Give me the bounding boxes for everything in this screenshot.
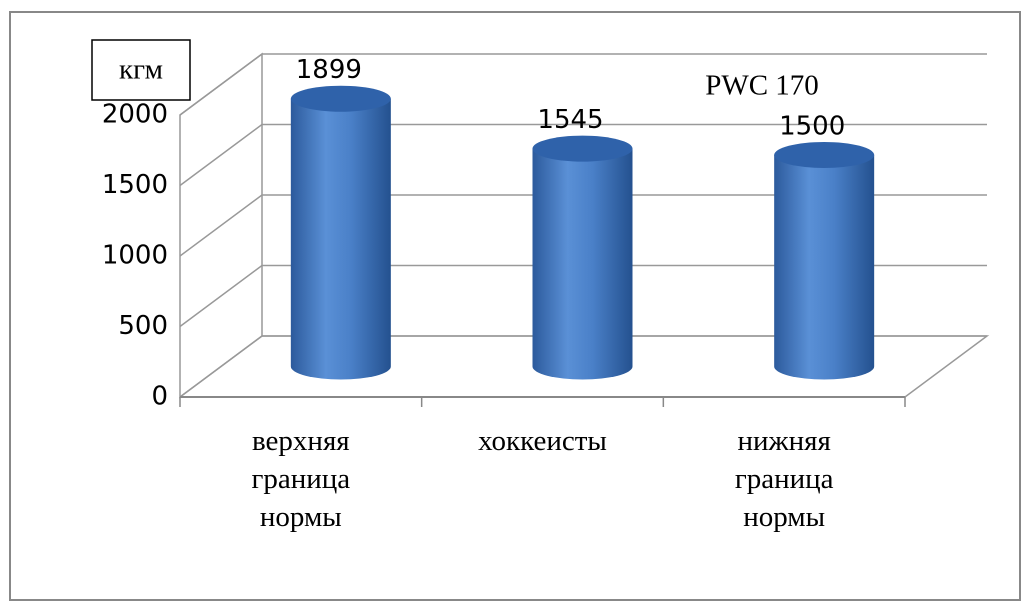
x-tick-label: нижняя граница нормы [735, 425, 834, 533]
unit-box [91, 39, 191, 101]
bar-body [774, 155, 875, 380]
y-tick-label: 1000 [102, 241, 168, 271]
y-tick-label: 500 [118, 311, 168, 341]
bar-top [532, 135, 633, 162]
grid-line [179, 194, 987, 257]
bar [532, 135, 633, 380]
x-tick-label: хоккеисты [478, 425, 607, 457]
value-label: 1545 [537, 105, 603, 135]
y-tick-label: 0 [151, 382, 168, 412]
bar [290, 85, 391, 380]
bar [774, 142, 875, 380]
bar-body [532, 148, 633, 380]
grid-line [179, 264, 987, 328]
plot: 0 500 1000 1500 2000 верхняя граница нормы 1899 х… [102, 52, 990, 533]
bar-top [290, 85, 391, 112]
x-tick-label: верхняя граница нормы [251, 425, 350, 533]
grid-line [179, 123, 987, 187]
y-tick-label: 1500 [102, 170, 168, 200]
y-axis-label: кгм [119, 54, 163, 86]
grid-line [179, 53, 987, 116]
y-tick-label: 2000 [102, 100, 168, 130]
bar-body [290, 98, 391, 380]
value-label: 1899 [296, 55, 362, 85]
grid-line [179, 335, 987, 398]
chart-title: PWC 170 [705, 70, 819, 102]
value-label: 1500 [779, 112, 845, 142]
bar-top [774, 142, 875, 168]
